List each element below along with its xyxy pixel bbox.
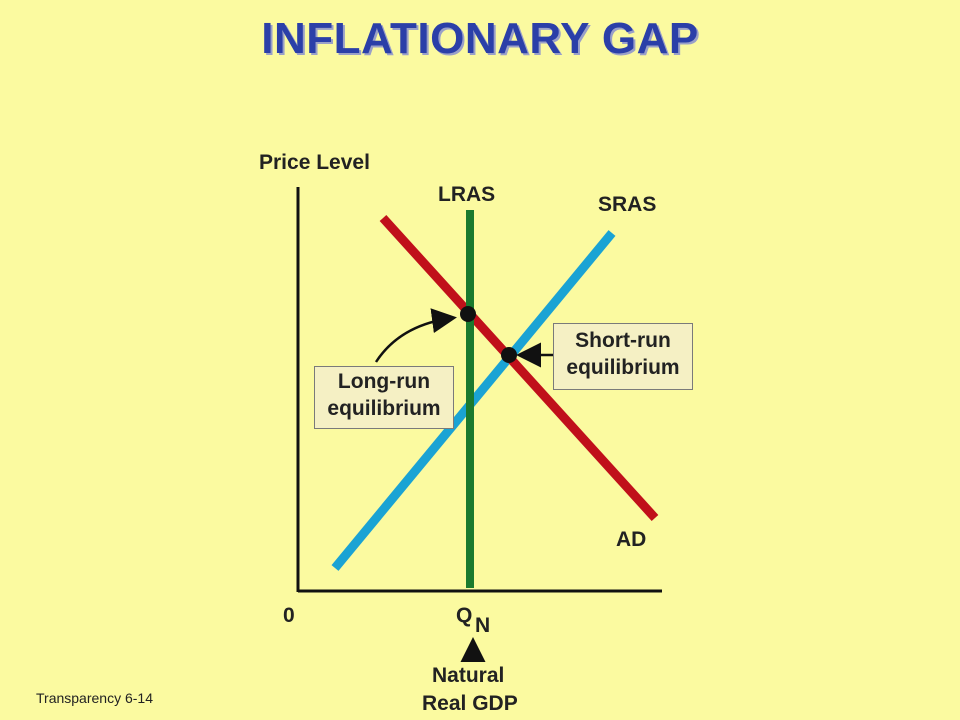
qn-q-label: Q xyxy=(456,604,473,627)
qn-n-label: N xyxy=(475,614,491,637)
short-run-line2: equilibrium xyxy=(566,356,680,379)
long-run-line1: Long-run xyxy=(337,370,431,393)
footer-transparency: Transparency 6-14 xyxy=(36,690,153,706)
long-run-arrow xyxy=(374,308,457,363)
page-title: INFLATIONARY GAP xyxy=(261,14,699,63)
real-gdp-label: Real GDP xyxy=(422,692,518,715)
lras-label: LRAS xyxy=(438,183,496,206)
short-run-equilibrium-point xyxy=(501,347,517,363)
ad-curve xyxy=(379,214,659,522)
long-run-equilibrium-callout: Long-run equilibrium xyxy=(314,366,454,429)
ad-label: AD xyxy=(616,528,647,551)
natural-label: Natural xyxy=(432,664,505,687)
sras-label: SRAS xyxy=(598,193,657,216)
short-run-line1: Short-run xyxy=(575,329,671,352)
long-run-line2: equilibrium xyxy=(327,397,441,420)
y-axis-label: Price Level xyxy=(259,151,370,174)
origin-label: 0 xyxy=(283,604,295,627)
long-run-equilibrium-point xyxy=(460,306,476,322)
short-run-equilibrium-callout: Short-run equilibrium xyxy=(553,323,693,390)
